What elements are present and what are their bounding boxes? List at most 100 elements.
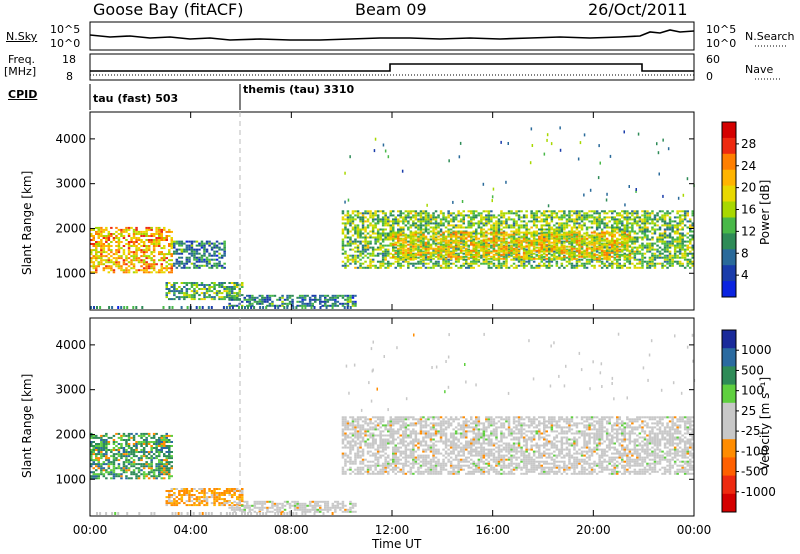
echo-cell <box>165 282 168 284</box>
echo-cell <box>142 249 146 252</box>
echo-cell <box>686 240 689 243</box>
echo-cell <box>276 304 279 307</box>
echo-cell <box>414 235 418 238</box>
echo-cell <box>545 224 548 227</box>
echo-cell <box>646 244 649 247</box>
echo-cell <box>575 243 579 246</box>
echo-cell <box>447 264 450 267</box>
echo-cell <box>95 271 98 274</box>
echo-cell <box>482 255 486 258</box>
echo-cell <box>150 265 153 268</box>
echo-cell <box>555 214 559 217</box>
echo-cell <box>90 265 93 268</box>
echo-cell <box>137 269 141 272</box>
echo-cell <box>170 259 173 262</box>
echo-cell <box>321 300 324 303</box>
echo-cell <box>525 239 528 242</box>
echo-cell <box>558 228 561 231</box>
echo-cell <box>163 228 166 231</box>
echo-cell <box>538 210 541 213</box>
echo-cell <box>105 239 108 241</box>
echo-cell <box>384 234 387 237</box>
echo-cell <box>185 240 189 243</box>
echo-cell <box>215 258 219 261</box>
echo-cell <box>97 436 100 439</box>
echo-cell <box>472 253 475 256</box>
echo-cell <box>120 447 123 449</box>
echo-cell <box>173 250 176 253</box>
echo-cell <box>387 264 390 267</box>
echo-cell <box>402 253 405 256</box>
echo-cell <box>369 260 372 263</box>
echo-cell <box>102 251 106 254</box>
echo-cell <box>399 262 402 265</box>
echo-cell <box>538 239 541 242</box>
echo-cell <box>475 216 478 219</box>
echo-cell <box>359 236 362 239</box>
echo-cell <box>522 253 526 256</box>
echo-cell <box>568 212 571 215</box>
echo-cell <box>107 473 111 476</box>
echo-cell <box>618 245 621 248</box>
echo-cell <box>452 226 455 229</box>
echo-cell <box>676 222 679 225</box>
echo-cell <box>522 231 526 234</box>
echo-cell <box>344 224 347 227</box>
echo-cell <box>517 233 521 236</box>
echo-cell <box>580 264 584 267</box>
echo-cell <box>545 235 548 238</box>
echo-cell <box>678 256 682 259</box>
echo-cell <box>600 235 604 238</box>
echo-cell <box>608 243 611 246</box>
echo-cell <box>366 226 370 229</box>
echo-cell <box>359 266 362 269</box>
echo-cell <box>142 241 146 243</box>
echo-cell <box>137 477 141 480</box>
echo-cell <box>374 238 377 241</box>
echo-cell <box>472 247 475 250</box>
echo-cell <box>452 218 455 221</box>
echo-cell <box>429 260 433 263</box>
echo-cell <box>611 260 614 263</box>
echo-cell <box>95 259 98 262</box>
echo-cell <box>223 296 226 299</box>
echo-cell <box>565 231 569 234</box>
echo-cell <box>530 264 533 267</box>
echo-cell <box>689 234 692 237</box>
echo-cell <box>140 463 143 466</box>
echo-cell <box>573 235 576 238</box>
echo-cell <box>505 247 508 250</box>
echo-cell <box>122 432 126 435</box>
echo-cell <box>122 463 126 466</box>
echo-cell <box>427 222 430 225</box>
echo-cell <box>512 222 516 225</box>
echo-cell <box>447 220 450 223</box>
echo-cell <box>442 237 445 240</box>
echo-cell <box>548 260 551 263</box>
echo-cell <box>132 459 136 462</box>
echo-cell <box>102 445 106 447</box>
echo-cell <box>600 247 604 250</box>
echo-cell <box>110 235 113 237</box>
echo-cell <box>140 230 143 233</box>
echo-cell <box>442 260 445 263</box>
echo-cell <box>532 243 536 246</box>
echo-cell <box>565 226 569 229</box>
echo-cell <box>117 453 121 456</box>
echo-cell <box>356 254 360 257</box>
echo-cell <box>689 252 692 255</box>
echo-cell <box>432 242 435 245</box>
echo-cell <box>532 241 536 244</box>
echo-cell <box>663 234 667 237</box>
echo-cell <box>555 237 559 240</box>
echo-cell <box>671 224 674 227</box>
echo-cell <box>676 216 679 219</box>
echo-cell <box>417 220 420 223</box>
echo-cell <box>487 248 491 251</box>
echo-cell <box>545 222 548 225</box>
echo-cell <box>371 260 375 263</box>
echo-cell <box>200 258 204 261</box>
echo-cell <box>145 473 148 476</box>
echo-cell <box>500 249 503 252</box>
echo-ground <box>195 306 198 309</box>
